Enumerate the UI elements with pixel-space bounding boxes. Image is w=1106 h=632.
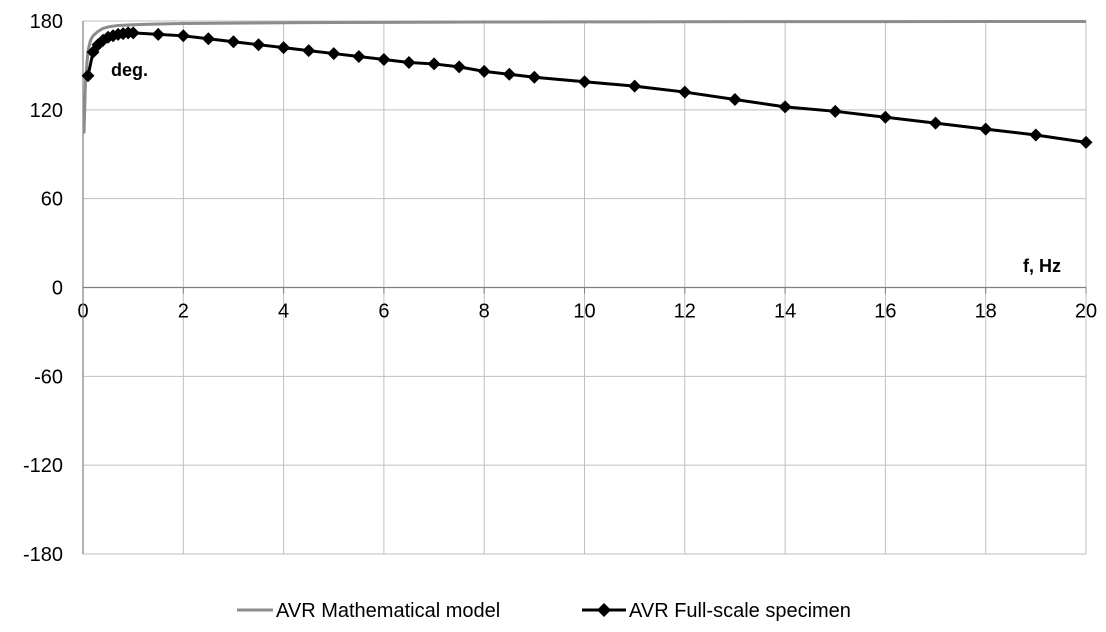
x-tick-label: 2 [178, 301, 189, 323]
data-point-diamond [226, 35, 240, 49]
legend-diamond-marker [597, 603, 611, 617]
data-point-diamond [1029, 128, 1043, 142]
data-point-diamond [252, 38, 266, 52]
data-point-diamond [352, 50, 366, 64]
data-point-diamond [1079, 135, 1093, 149]
data-point-diamond [151, 27, 165, 41]
data-point-diamond [828, 104, 842, 118]
x-tick-label: 20 [1075, 301, 1097, 323]
legend-label-mathematical-model: AVR Mathematical model [276, 600, 500, 622]
x-tick-label: 12 [674, 301, 696, 323]
data-series [81, 19, 1093, 149]
x-axis-label: f, Hz [1023, 256, 1061, 276]
data-point-diamond [81, 69, 95, 83]
y-tick-label: 180 [30, 11, 63, 33]
y-tick-label: 0 [52, 278, 63, 300]
series-line-mathematical-model [82, 19, 1086, 134]
data-point-diamond [502, 67, 516, 81]
data-point-diamond [578, 75, 591, 89]
data-point-diamond [302, 44, 316, 58]
data-point-diamond [327, 47, 341, 61]
y-tick-label: 60 [41, 189, 63, 211]
data-point-diamond [628, 79, 642, 93]
data-point-diamond [126, 26, 140, 40]
x-tick-label: 6 [378, 301, 389, 323]
y-tick-label: -60 [34, 366, 63, 388]
x-tick-label: 10 [573, 301, 595, 323]
data-point-diamond [477, 64, 491, 78]
data-point-diamond [878, 110, 892, 124]
data-point-diamond [377, 52, 391, 66]
x-tick-label: 18 [975, 301, 997, 323]
y-tick-label: -180 [23, 544, 63, 566]
x-tick-label: 16 [874, 301, 896, 323]
x-tick-label: 14 [774, 301, 796, 323]
y-tick-label: 120 [30, 100, 63, 122]
data-point-diamond [402, 55, 416, 69]
data-point-diamond [201, 32, 215, 46]
legend-label-full-scale-specimen: AVR Full-scale specimen [629, 600, 851, 622]
data-point-diamond [427, 57, 441, 71]
x-tick-label: 8 [479, 301, 490, 323]
legend: AVR Mathematical model AVR Full-scale sp… [237, 600, 851, 622]
data-point-diamond [176, 29, 190, 43]
data-point-diamond [678, 85, 692, 99]
data-point-diamond [728, 92, 742, 106]
data-point-diamond [527, 70, 541, 84]
y-axis-label: deg. [111, 60, 148, 80]
data-point-diamond [452, 60, 466, 74]
y-tick-label: -120 [23, 455, 63, 477]
data-point-diamond [929, 116, 943, 130]
data-point-diamond [979, 122, 993, 136]
x-tick-label: 4 [278, 301, 289, 323]
axis-labels: deg. f, Hz [111, 60, 1061, 276]
data-point-diamond [778, 100, 792, 114]
data-point-diamond [277, 41, 291, 55]
